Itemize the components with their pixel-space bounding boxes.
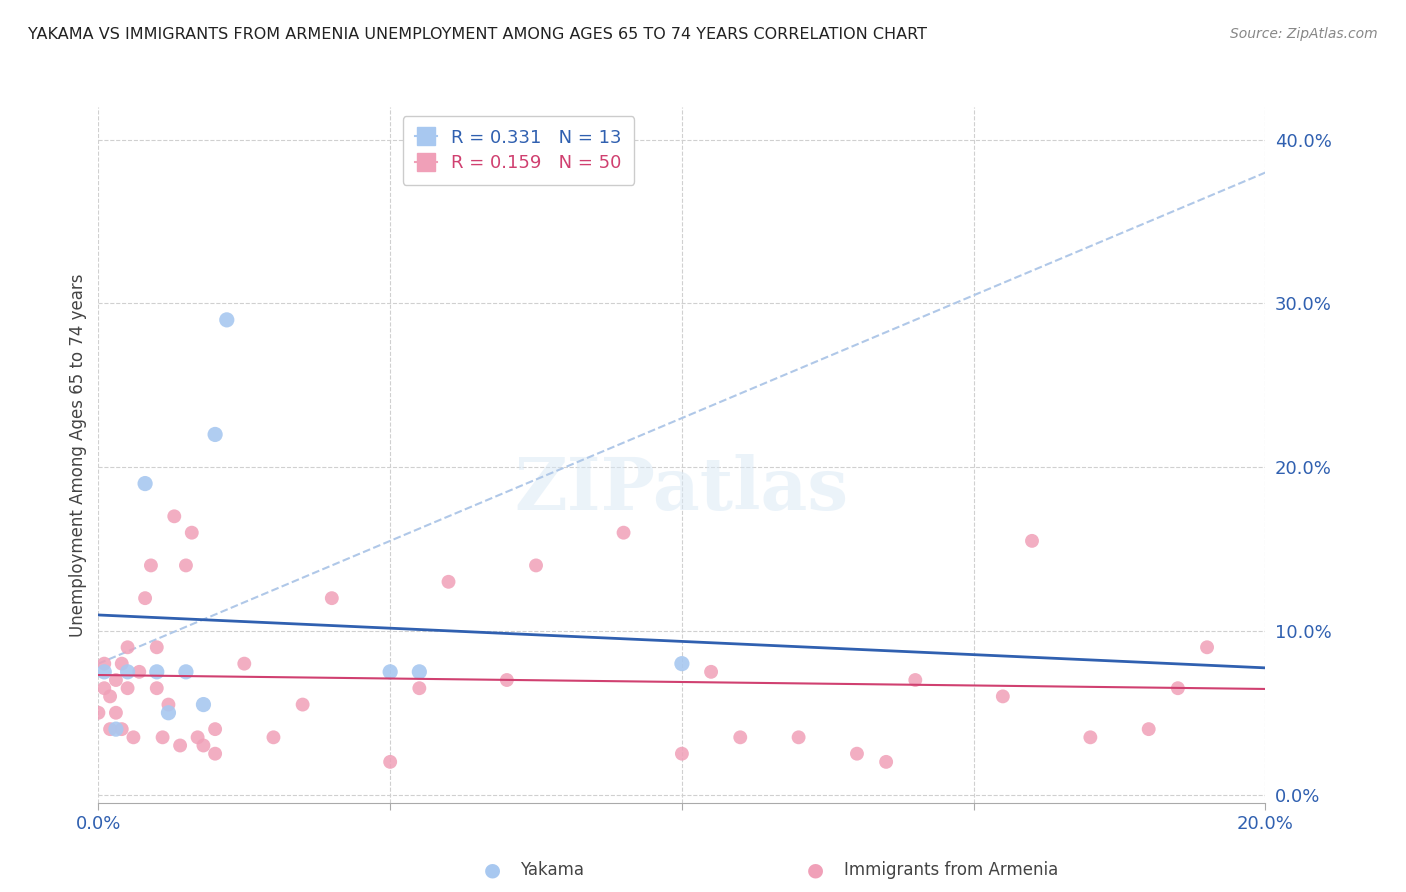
Point	[1167, 681, 1189, 696]
Point	[146, 665, 169, 679]
Point	[104, 673, 127, 687]
Point	[174, 558, 197, 573]
Point	[117, 681, 139, 696]
Text: YAKAMA VS IMMIGRANTS FROM ARMENIA UNEMPLOYMENT AMONG AGES 65 TO 74 YEARS CORRELA: YAKAMA VS IMMIGRANTS FROM ARMENIA UNEMPL…	[28, 27, 927, 42]
Point	[700, 665, 723, 679]
Point	[204, 747, 226, 761]
Point	[495, 673, 517, 687]
Y-axis label: Unemployment Among Ages 65 to 74 years: Unemployment Among Ages 65 to 74 years	[69, 273, 87, 637]
Text: ●: ●	[484, 860, 501, 880]
Point	[233, 657, 256, 671]
Point	[117, 665, 139, 679]
Text: Source: ZipAtlas.com: Source: ZipAtlas.com	[1230, 27, 1378, 41]
Point	[215, 313, 238, 327]
Legend: R = 0.331   N = 13, R = 0.159   N = 50: R = 0.331 N = 13, R = 0.159 N = 50	[402, 116, 634, 185]
Point	[128, 665, 150, 679]
Point	[1021, 533, 1043, 548]
Point	[93, 665, 115, 679]
Point	[1080, 731, 1102, 745]
Point	[98, 690, 121, 704]
Point	[122, 731, 145, 745]
Point	[134, 476, 156, 491]
Point	[146, 640, 169, 655]
Point	[204, 427, 226, 442]
Point	[612, 525, 634, 540]
Point	[163, 509, 186, 524]
Point	[671, 747, 693, 761]
Point	[524, 558, 547, 573]
Point	[787, 731, 810, 745]
Point	[98, 722, 121, 736]
Point	[321, 591, 343, 606]
Point	[262, 731, 284, 745]
Point	[93, 681, 115, 696]
Point	[169, 739, 191, 753]
Text: Immigrants from Armenia: Immigrants from Armenia	[844, 861, 1057, 879]
Point	[204, 722, 226, 736]
Point	[671, 657, 693, 671]
Point	[875, 755, 897, 769]
Point	[991, 690, 1014, 704]
Point	[111, 722, 134, 736]
Point	[139, 558, 162, 573]
Point	[904, 673, 927, 687]
Point	[134, 591, 156, 606]
Point	[180, 525, 202, 540]
Point	[152, 731, 174, 745]
Point	[104, 722, 127, 736]
Point	[408, 665, 430, 679]
Text: Yakama: Yakama	[520, 861, 585, 879]
Point	[378, 665, 402, 679]
Point	[187, 731, 209, 745]
Point	[291, 698, 314, 712]
Point	[87, 706, 110, 720]
Point	[157, 706, 180, 720]
Point	[117, 640, 139, 655]
Point	[1195, 640, 1218, 655]
Point	[378, 755, 402, 769]
Text: ZIPatlas: ZIPatlas	[515, 454, 849, 525]
Point	[437, 574, 460, 589]
Point	[174, 665, 197, 679]
Point	[1137, 722, 1160, 736]
Point	[845, 747, 868, 761]
Point	[93, 657, 115, 671]
Point	[146, 681, 169, 696]
Point	[104, 706, 127, 720]
Point	[111, 657, 134, 671]
Point	[408, 681, 430, 696]
Point	[157, 698, 180, 712]
Point	[193, 698, 215, 712]
Point	[728, 731, 751, 745]
Text: ●: ●	[807, 860, 824, 880]
Point	[193, 739, 215, 753]
